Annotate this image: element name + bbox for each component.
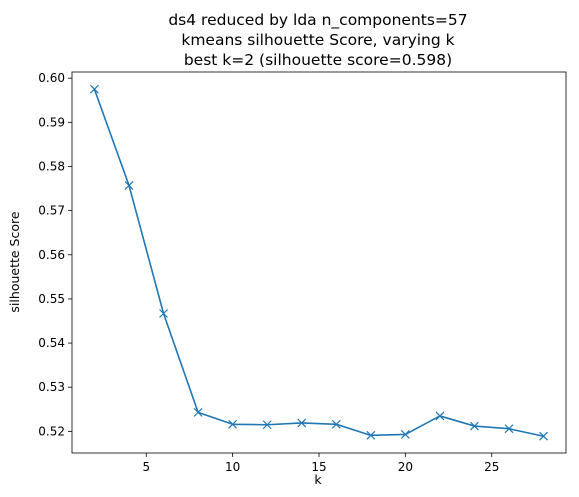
x-axis-label: k: [314, 472, 322, 487]
y-tick-label: 0.60: [38, 71, 65, 85]
data-point-marker: [539, 431, 548, 441]
data-point-marker: [366, 430, 376, 440]
chart-title: ds4 reduced by lda n_components=57 kmean…: [168, 11, 467, 69]
plot-area: [71, 71, 567, 454]
data-point-marker: [159, 309, 168, 318]
data-point-marker: [297, 418, 307, 428]
y-tick-label: 0.58: [38, 159, 65, 173]
x-tick-label: 10: [225, 460, 240, 474]
y-tick-label: 0.54: [38, 336, 65, 350]
data-point-marker: [228, 419, 238, 429]
data-point-marker: [124, 181, 134, 190]
x-tick-label: 25: [484, 460, 499, 474]
y-tick-label: 0.57: [38, 204, 65, 218]
x-tick-label: 15: [311, 460, 326, 474]
y-axis: 0.52 0.53 0.54 0.55 0.56 0.57 0.58 0.59 0.60: [38, 71, 72, 438]
chart-title-line-3: best k=2 (silhouette score=0.598): [184, 51, 452, 69]
y-tick-label: 0.53: [38, 380, 65, 394]
y-tick-label: 0.52: [38, 424, 65, 438]
data-point-marker: [400, 430, 410, 439]
y-tick-label: 0.59: [38, 115, 65, 129]
x-tick-label: 20: [398, 460, 413, 474]
chart-title-line-2: kmeans silhouette Score, varying k: [181, 31, 454, 49]
data-point-marker: [193, 407, 203, 417]
data-point-marker: [90, 84, 99, 94]
x-tick-label: 5: [142, 460, 150, 474]
data-point-marker: [504, 424, 514, 434]
series-line: [93, 88, 544, 438]
y-tick-label: 0.56: [38, 248, 65, 262]
series-group: [90, 84, 548, 441]
y-tick-label: 0.55: [38, 292, 65, 306]
data-point-marker: [331, 419, 341, 429]
x-axis: 5 10 15 20 25: [142, 453, 499, 474]
y-axis-label: silhouette Score: [7, 211, 22, 312]
data-point-marker: [470, 421, 479, 431]
chart-title-line-1: ds4 reduced by lda n_components=57: [168, 11, 467, 30]
data-point-marker: [262, 420, 272, 430]
data-point-marker: [435, 411, 445, 421]
